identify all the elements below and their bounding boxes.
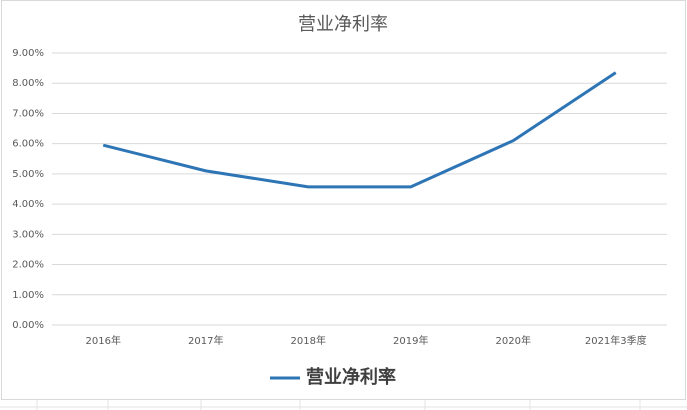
x-tick-label: 2020年: [496, 334, 531, 347]
y-tick-label: 4.00%: [12, 199, 44, 210]
y-tick-label: 5.00%: [12, 169, 44, 180]
legend-label: 营业净利率: [306, 366, 396, 388]
y-tick-label: 9.00%: [12, 48, 44, 59]
y-tick-label: 1.00%: [12, 290, 44, 301]
x-tick-label: 2016年: [86, 334, 121, 347]
y-tick-label: 3.00%: [12, 229, 44, 240]
y-tick-label: 6.00%: [12, 139, 44, 150]
x-tick-label: 2018年: [291, 334, 326, 347]
data-line: [102, 71, 617, 189]
chart-area: [1, 0, 686, 400]
x-tick-label: 2017年: [188, 334, 223, 347]
y-tick-label: 7.00%: [12, 108, 44, 119]
x-tick-label: 2019年: [393, 334, 428, 347]
chart-title: 营业净利率: [298, 14, 388, 35]
y-tick-label: 2.00%: [12, 260, 44, 271]
x-tick-label: 2021年3季度: [585, 334, 647, 347]
y-tick-label: 0.00%: [12, 320, 44, 331]
y-tick-label: 8.00%: [12, 78, 44, 89]
sheet-cells: [0, 400, 687, 410]
